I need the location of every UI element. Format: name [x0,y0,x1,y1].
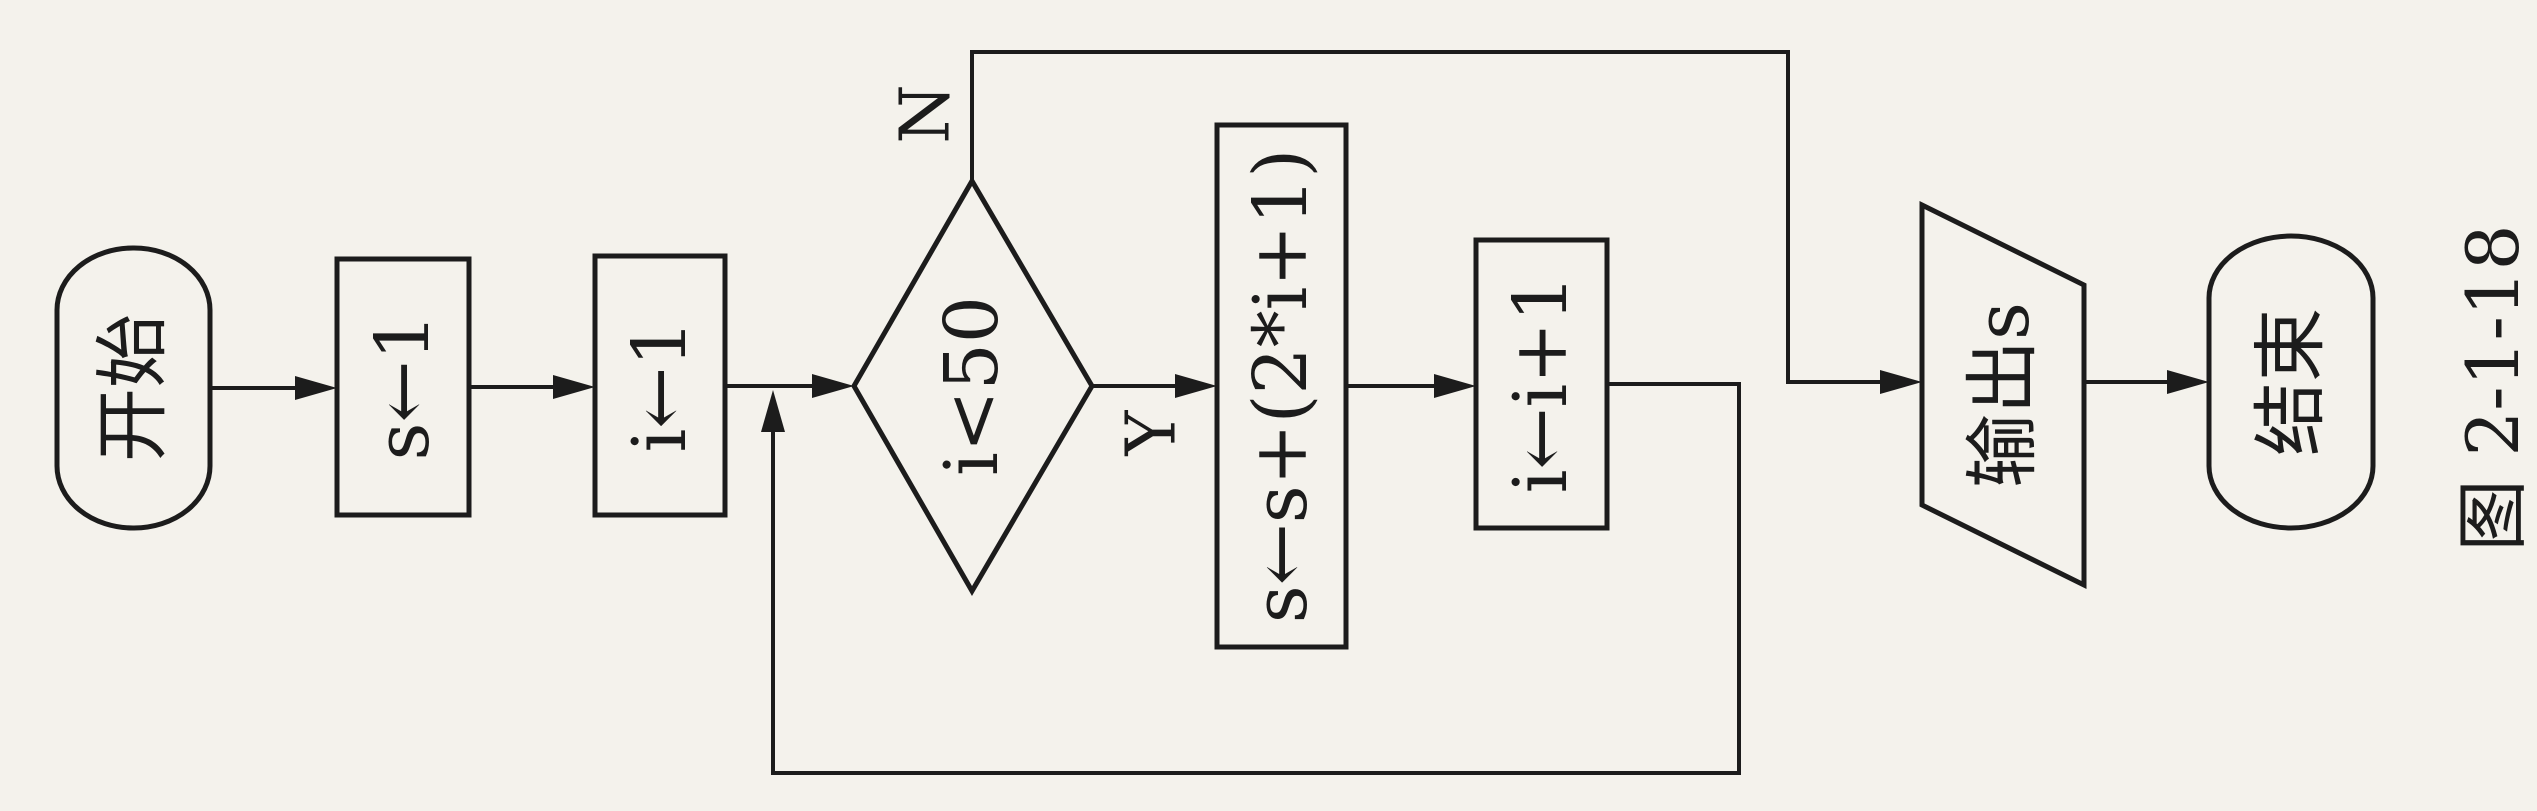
update-s-box: s←s+(2*i+1) [1214,122,1349,650]
output-parallelogram: 输出s [1919,200,2087,590]
loop-back-arrow [761,382,1741,775]
update-i-label: i←i+1 [1498,275,1584,493]
init-s-label: s←1 [360,313,446,460]
branch-yes: Y [1092,374,1217,456]
update-i-box: i←i+1 [1473,237,1610,531]
branch-no-label: N [887,84,966,144]
arrow-init-i-to-decision [725,374,854,398]
arrow-update-s-to-update-i [1346,374,1476,398]
output-parallelogram-shape [1919,200,2087,590]
start-terminal: 开始 [54,245,213,531]
arrow-output-to-end [2084,370,2209,394]
end-label: 结束 [2248,308,2334,456]
branch-yes-label: Y [1113,409,1192,456]
arrow-init-s-to-init-i [469,375,595,399]
arrow-head [812,374,854,398]
condition-label: i<50 [929,296,1015,476]
decision-diamond: i<50 [851,176,1095,596]
start-label: 开始 [90,314,176,462]
arrow-start-to-init-s [210,376,337,400]
init-i-box: i←1 [592,253,728,518]
arrow-head [1175,374,1217,398]
arrow-head [1880,370,1922,394]
init-i-label: i←1 [617,320,703,453]
arrow-head [553,375,595,399]
end-terminal: 结束 [2206,233,2376,531]
figure-caption: 图 2-1-18 [2451,225,2535,552]
output-label: 输出s [1960,302,2046,488]
branch-no: N [887,50,1922,394]
arrow-head [1434,374,1476,398]
arrow-head [2167,370,2209,394]
branch-no-path [970,50,1885,384]
loop-back-path [771,382,1741,775]
end-terminal-shape [2206,233,2376,531]
arrow-head [761,390,785,432]
update-s-label: s←s+(2*i+1) [1238,149,1324,624]
init-s-box: s←1 [334,256,472,518]
arrow-head [295,376,337,400]
